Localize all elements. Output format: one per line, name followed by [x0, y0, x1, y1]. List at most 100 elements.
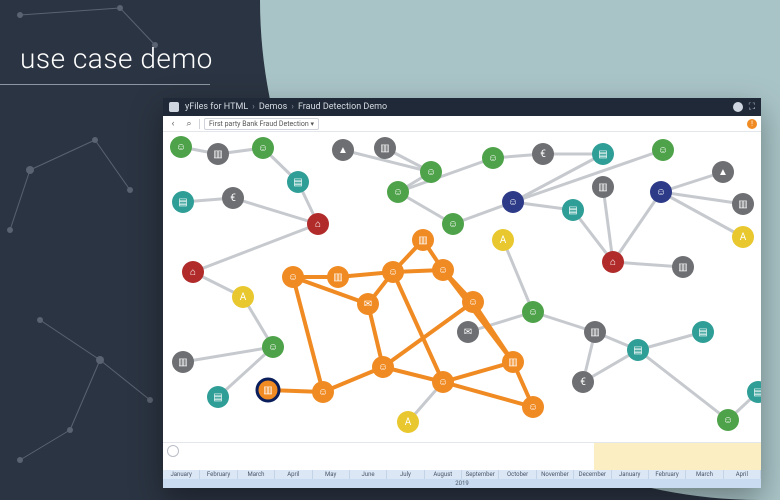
graph-node[interactable]: ☺	[312, 381, 334, 403]
graph-node[interactable]: ☺	[387, 181, 409, 203]
svg-text:⌂: ⌂	[190, 267, 196, 278]
graph-node[interactable]: ☺	[170, 136, 192, 158]
svg-text:▥: ▥	[178, 357, 187, 368]
graph-node[interactable]: ▤	[592, 143, 614, 165]
svg-text:☺: ☺	[426, 167, 436, 178]
graph-node[interactable]: ▤	[287, 171, 309, 193]
github-icon[interactable]	[733, 102, 743, 112]
graph-node[interactable]: ▤	[562, 199, 584, 221]
svg-text:▥: ▥	[738, 199, 747, 210]
graph-node[interactable]: A	[492, 229, 514, 251]
graph-canvas[interactable]: ☺ ▥ ☺ ▤ ▲ ▥ ☺ ☺ € ▤ ☺ ▤ € ⌂ ☺ ☺ ☺ ▤ ☺ ⌂ A A ⌂ ▥ A ▥ ▤ ☺ ✉ ☺ ▥ € ▤ ▤ ▥ ☺ ▥ ☺ ☺ ▥…	[163, 132, 761, 442]
svg-text:☺: ☺	[448, 219, 458, 230]
svg-text:☺: ☺	[438, 265, 448, 276]
scenario-dropdown[interactable]: First party Bank Fraud Detection ▾	[204, 118, 319, 130]
graph-node[interactable]: ▥	[672, 256, 694, 278]
graph-node[interactable]: ✉	[357, 293, 379, 315]
heading-rule	[0, 84, 210, 85]
chevron-right-icon: ›	[252, 102, 255, 112]
svg-text:▤: ▤	[598, 149, 607, 160]
graph-node[interactable]: ▤	[627, 339, 649, 361]
crumb-product[interactable]: yFiles for HTML	[185, 102, 248, 112]
graph-node[interactable]: ☺	[432, 371, 454, 393]
svg-text:▤: ▤	[568, 205, 577, 216]
graph-node[interactable]: ▥	[257, 379, 279, 401]
svg-text:▤: ▤	[213, 392, 222, 403]
graph-node[interactable]: ▤	[692, 321, 714, 343]
svg-text:▤: ▤	[178, 197, 187, 208]
play-button[interactable]	[167, 445, 179, 457]
svg-text:☺: ☺	[258, 143, 268, 154]
graph-node[interactable]: ☺	[522, 396, 544, 418]
svg-text:☺: ☺	[288, 272, 298, 283]
graph-node[interactable]: ☺	[717, 409, 739, 431]
month-label: May	[313, 470, 350, 479]
graph-node[interactable]: ☺	[282, 266, 304, 288]
graph-node[interactable]: ☺	[650, 181, 672, 203]
warning-icon[interactable]: !	[747, 119, 757, 129]
graph-node[interactable]: ☺	[420, 161, 442, 183]
graph-node[interactable]: A	[732, 226, 754, 248]
svg-text:☺: ☺	[528, 402, 538, 413]
graph-node[interactable]: ☺	[482, 147, 504, 169]
svg-text:☺: ☺	[438, 377, 448, 388]
month-label: January	[163, 470, 200, 479]
graph-node[interactable]: ▤	[207, 386, 229, 408]
month-label: April	[275, 470, 312, 479]
svg-text:✉: ✉	[364, 299, 372, 310]
crumb-demos[interactable]: Demos	[259, 102, 287, 112]
svg-text:⌂: ⌂	[610, 257, 616, 268]
graph-node[interactable]: ▥	[412, 229, 434, 251]
graph-node[interactable]: ☺	[442, 213, 464, 235]
svg-text:☺: ☺	[658, 145, 668, 156]
graph-node[interactable]: ☺	[382, 261, 404, 283]
graph-node[interactable]: €	[532, 143, 554, 165]
graph-node[interactable]: ☺	[522, 301, 544, 323]
graph-node[interactable]: €	[222, 187, 244, 209]
svg-text:▤: ▤	[633, 345, 642, 356]
graph-node[interactable]: ▤	[172, 191, 194, 213]
graph-node[interactable]: ⌂	[307, 213, 329, 235]
timeline[interactable]: JanuaryFebruaryMarchAprilMayJuneJulyAugu…	[163, 442, 761, 488]
graph-node[interactable]: ☺	[252, 137, 274, 159]
graph-node[interactable]: ☺	[652, 139, 674, 161]
search-icon[interactable]: ⌕	[183, 118, 195, 130]
graph-node[interactable]: ⌂	[182, 261, 204, 283]
arrow-left-icon[interactable]: ‹	[167, 118, 179, 130]
graph-node[interactable]: ▥	[374, 137, 396, 159]
svg-text:▥: ▥	[508, 357, 517, 368]
graph-node[interactable]: ▥	[327, 266, 349, 288]
svg-text:☺: ☺	[528, 307, 538, 318]
graph-node[interactable]: A	[397, 411, 419, 433]
graph-node[interactable]: ⌂	[602, 251, 624, 273]
svg-text:€: €	[230, 193, 236, 204]
graph-node[interactable]: ☺	[462, 291, 484, 313]
svg-text:▤: ▤	[293, 177, 302, 188]
titlebar: yFiles for HTML › Demos › Fraud Detectio…	[163, 98, 761, 116]
graph-node[interactable]: ☺	[502, 191, 524, 213]
graph-node[interactable]: ✉	[457, 321, 479, 343]
graph-node[interactable]: ▥	[502, 351, 524, 373]
graph-node[interactable]: €	[572, 371, 594, 393]
month-label: December	[574, 470, 611, 479]
graph-node[interactable]: ▥	[584, 321, 606, 343]
svg-text:▥: ▥	[598, 182, 607, 193]
svg-text:✉: ✉	[464, 327, 472, 338]
month-label: November	[537, 470, 574, 479]
graph-node[interactable]: ▥	[207, 143, 229, 165]
graph-node[interactable]: ▥	[732, 193, 754, 215]
timeline-selection[interactable]	[594, 443, 761, 470]
graph-node[interactable]: ▲	[332, 139, 354, 161]
graph-node[interactable]: ☺	[432, 259, 454, 281]
fullscreen-icon[interactable]: ⛶	[749, 102, 755, 112]
graph-node[interactable]: A	[232, 286, 254, 308]
toolbar: ‹ ⌕ First party Bank Fraud Detection ▾ !	[163, 116, 761, 132]
network-graph[interactable]: ☺ ▥ ☺ ▤ ▲ ▥ ☺ ☺ € ▤ ☺ ▤ € ⌂ ☺ ☺ ☺ ▤ ☺ ⌂ A A ⌂ ▥ A ▥ ▤ ☺ ✉ ☺ ▥ € ▤ ▤ ▥ ☺ ▥ ☺ ☺ ▥…	[163, 132, 761, 442]
graph-node[interactable]: ▲	[712, 161, 734, 183]
svg-text:€: €	[540, 149, 546, 160]
month-label: March	[686, 470, 723, 479]
graph-node[interactable]: ☺	[262, 336, 284, 358]
graph-node[interactable]: ▥	[172, 351, 194, 373]
graph-node[interactable]: ☺	[372, 356, 394, 378]
graph-node[interactable]: ▥	[592, 176, 614, 198]
